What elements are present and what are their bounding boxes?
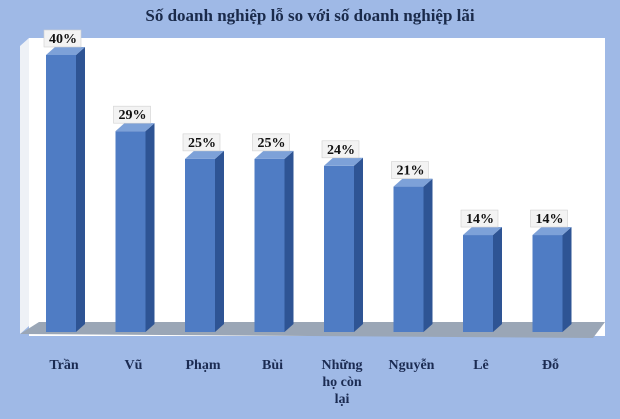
category-label: Lê: [473, 358, 489, 373]
bar: [185, 150, 224, 332]
data-label-box: [460, 209, 499, 228]
bar-front: [46, 55, 76, 332]
data-label-text: 25%: [188, 136, 216, 151]
data-label-text: 40%: [49, 32, 77, 47]
plot-backdrop: [20, 38, 605, 338]
data-label-text: 14%: [466, 212, 494, 227]
data-label: 21%: [391, 161, 429, 179]
data-label: 14%: [460, 209, 499, 228]
bar-side: [423, 178, 433, 332]
bar-side: [354, 157, 363, 332]
bar-side: [215, 150, 224, 332]
data-label: 14%: [530, 209, 568, 228]
bar: [254, 150, 294, 332]
bar-top: [115, 123, 155, 132]
bar: [532, 227, 572, 332]
bar-side: [493, 227, 502, 332]
bar-front: [324, 165, 354, 332]
data-label-text: 14%: [536, 212, 564, 227]
plot-side-wall: [20, 38, 29, 334]
bar-side: [76, 47, 85, 332]
bar-top: [46, 47, 85, 55]
bar-top: [393, 178, 433, 187]
data-label: 24%: [321, 140, 360, 159]
bar-front: [532, 235, 563, 332]
bar-side: [562, 227, 572, 332]
data-label: 29%: [113, 105, 151, 124]
bar: [115, 123, 155, 332]
bar: [393, 178, 433, 332]
category-label: Bùi: [262, 358, 283, 373]
category-label: Những họ còn lại: [321, 358, 362, 407]
category-label: Vũ: [125, 358, 143, 373]
bar: [324, 157, 363, 332]
bar-front: [185, 158, 215, 332]
chart-title: Số doanh nghiệp lỗ so với số doanh nghiệ…: [145, 6, 475, 25]
data-label-text: 29%: [119, 108, 147, 123]
bar-top: [254, 150, 294, 159]
data-label-box: [43, 29, 82, 48]
data-label: 40%: [43, 29, 82, 48]
data-label-box: [182, 133, 221, 152]
bar-top: [185, 150, 224, 159]
bar: [46, 47, 85, 332]
bar-front: [115, 131, 146, 332]
category-label: Nguyễn: [389, 357, 435, 373]
category-label: Trần: [49, 358, 79, 373]
category-label: Đỗ: [542, 357, 559, 373]
bar-front: [463, 235, 493, 332]
category-label: Phạm: [186, 358, 221, 373]
bar-side: [284, 150, 294, 332]
data-label-box: [321, 140, 360, 159]
data-label-box: [391, 161, 429, 179]
data-label-box: [252, 133, 290, 152]
bar-front: [254, 158, 285, 332]
data-label-box: [530, 209, 568, 228]
plot-back-wall: [29, 38, 605, 336]
bar: [463, 227, 502, 332]
bars-group: [46, 47, 572, 332]
data-label: 25%: [182, 133, 221, 152]
labels-group: 40% Trần 29% Vũ 25% Phạm 25% Bùi 24% Những họ còn l…: [43, 29, 568, 407]
plot-floor: [20, 322, 605, 338]
bar-top: [532, 227, 572, 236]
bar-front: [393, 186, 424, 332]
bar-top: [324, 157, 363, 166]
data-label-text: 21%: [397, 164, 425, 179]
data-label-text: 24%: [327, 143, 355, 158]
bar-top: [463, 227, 502, 236]
data-label-box: [113, 105, 151, 124]
data-label: 25%: [252, 133, 290, 152]
data-label-text: 25%: [258, 136, 286, 151]
bar-side: [145, 123, 155, 332]
